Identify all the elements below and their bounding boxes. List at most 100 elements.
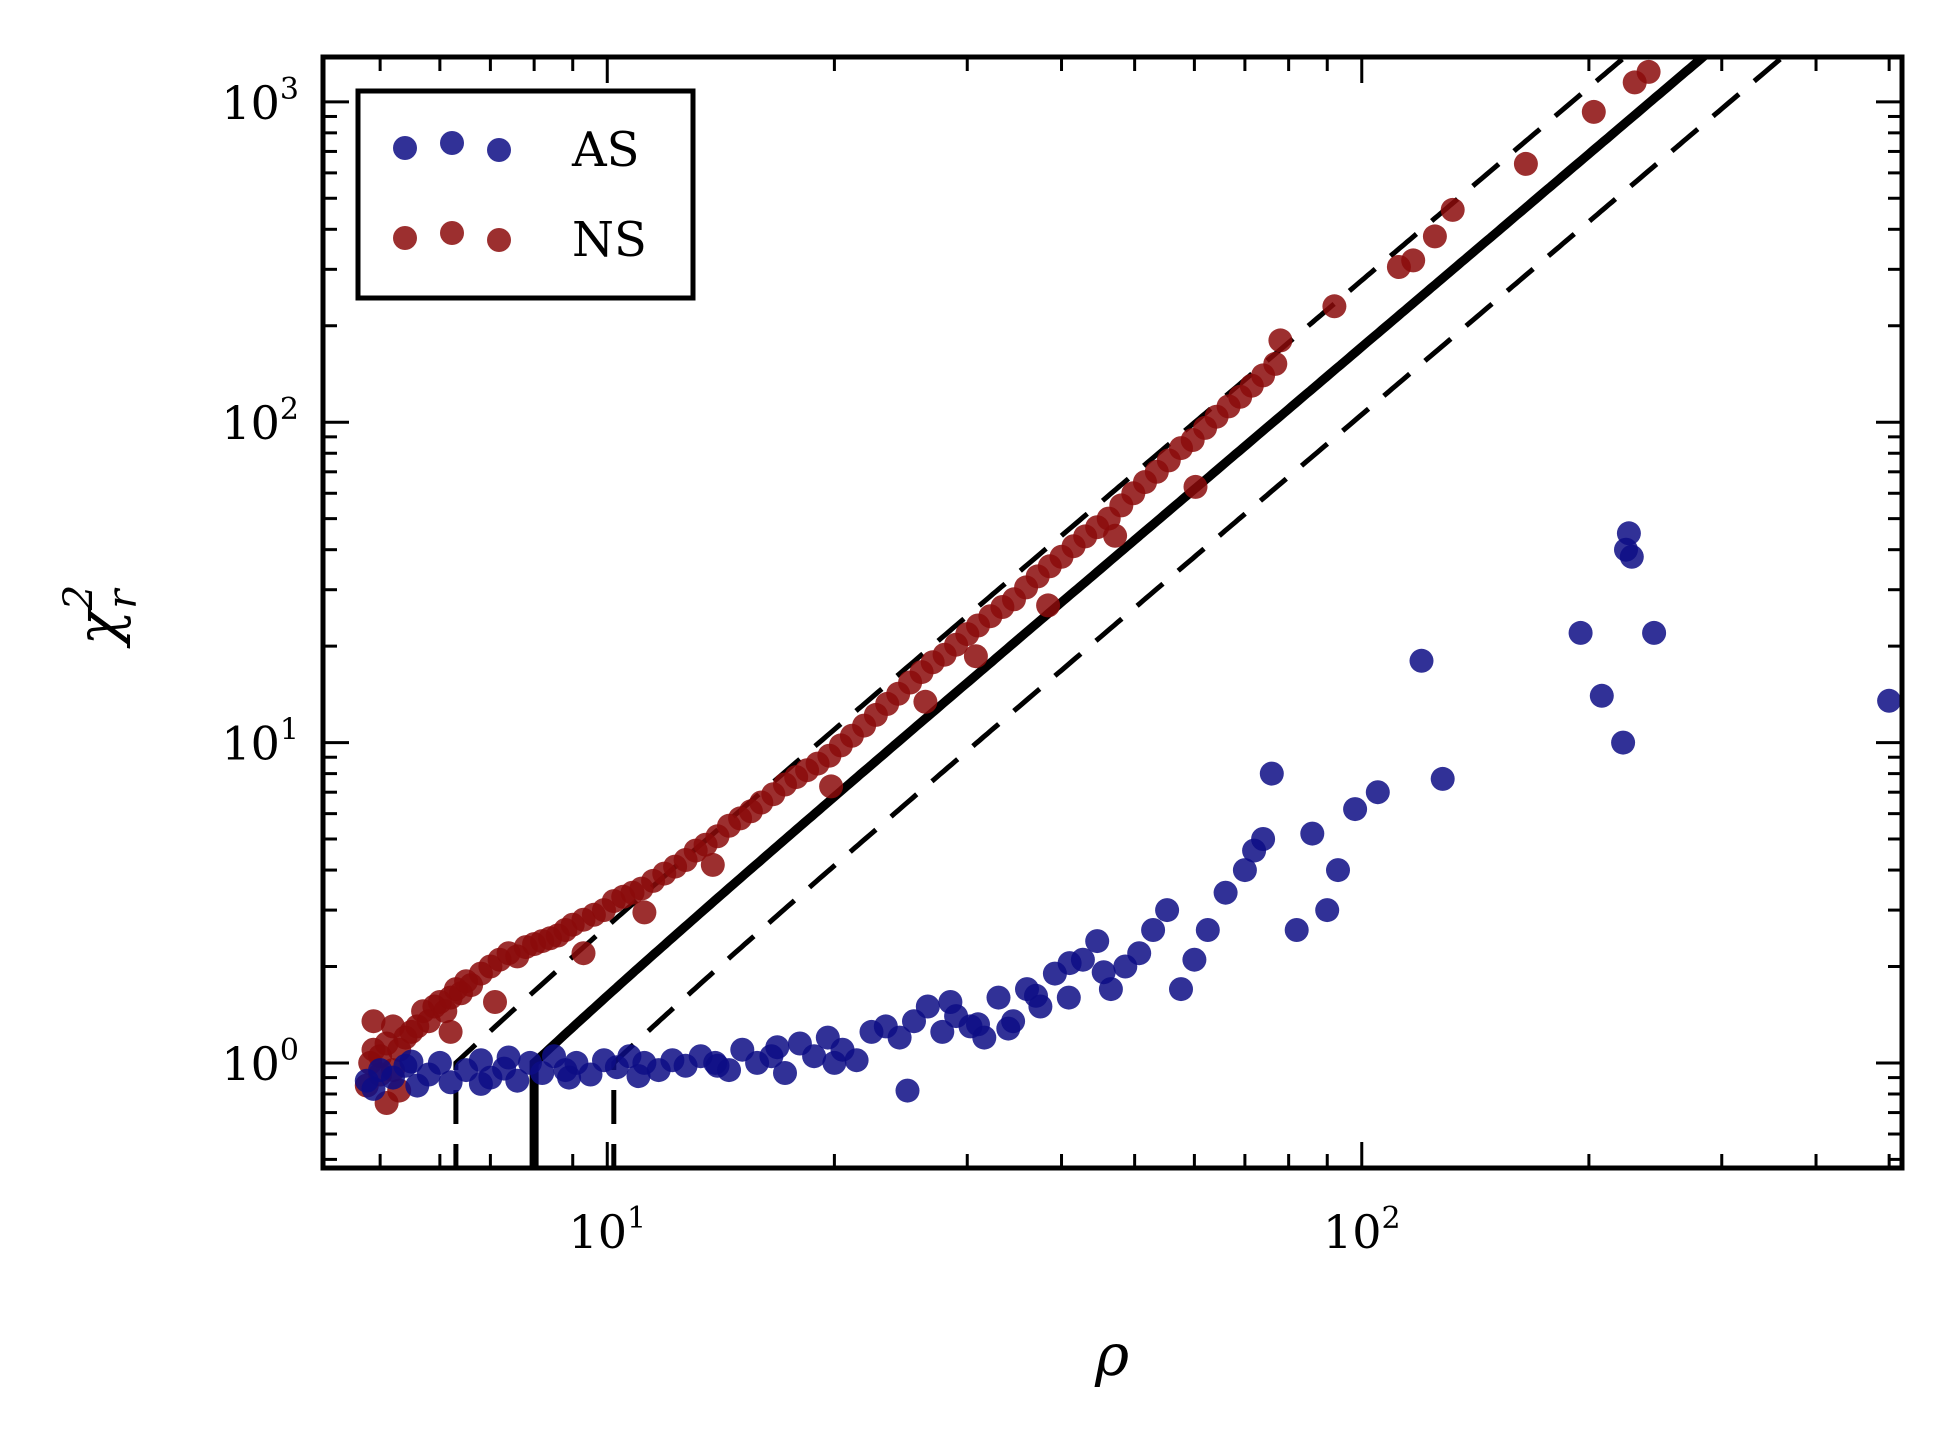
as-point-91: [765, 1035, 790, 1060]
as-point-86: [468, 1071, 493, 1096]
ns-point-103: [1513, 151, 1538, 176]
ns-point-104: [1581, 99, 1606, 124]
as-point-34: [802, 1044, 827, 1069]
as-point-83: [1877, 688, 1902, 713]
as-point-62: [1195, 918, 1220, 942]
x-tick-label-0: 101: [568, 1201, 646, 1259]
legend-label-ns: NS: [572, 212, 647, 268]
ns-point-101: [1422, 224, 1447, 249]
as-point-75: [1430, 766, 1455, 791]
y-tick-label-2: 102: [221, 392, 299, 450]
ns-point-107: [361, 1009, 386, 1034]
y-tick-label-0: 100: [221, 1033, 299, 1091]
y-axis-label-superscript: 2: [56, 585, 102, 611]
as-point-12: [505, 1068, 530, 1093]
as-point-78: [1611, 730, 1636, 755]
as-point-60: [1169, 977, 1193, 1002]
as-point-84: [361, 1076, 386, 1101]
y-axis-label-base: χ: [64, 607, 132, 649]
as-point-37: [844, 1048, 869, 1073]
ns-point-113: [700, 852, 725, 877]
ns-point-112: [632, 900, 657, 925]
as-point-88: [557, 1065, 582, 1090]
series-as: [354, 521, 1902, 1103]
legend: AS NS: [355, 88, 696, 301]
as-point-66: [1251, 827, 1276, 851]
ns-point-109: [438, 1019, 463, 1044]
as-point-72: [1343, 797, 1368, 822]
as-point-96: [996, 1016, 1021, 1041]
as-point-97: [1024, 983, 1048, 1008]
svg-text:χ2r: χ2r: [56, 585, 146, 650]
as-point-87: [496, 1045, 521, 1070]
as-point-99: [1091, 960, 1116, 985]
as-point-57: [1127, 941, 1152, 966]
y-axis-label: χ2r: [56, 585, 146, 650]
as-point-70: [1315, 898, 1340, 923]
as-point-58: [1141, 918, 1166, 942]
legend-label-as: AS: [571, 122, 640, 178]
as-point-59: [1155, 898, 1180, 923]
as-point-90: [705, 1053, 730, 1078]
y-axis-label-subscript: r: [100, 587, 146, 609]
as-point-42: [915, 994, 940, 1019]
as-point-74: [1409, 648, 1434, 673]
legend-dot-ns-0: [393, 226, 417, 250]
as-point-52: [1056, 985, 1081, 1010]
as-point-69: [1300, 821, 1325, 846]
as-point-98: [1057, 951, 1082, 976]
as-point-54: [1085, 929, 1110, 954]
legend-dot-ns-1: [440, 221, 464, 245]
legend-marker-ns: [393, 221, 511, 252]
as-point-43: [930, 1019, 955, 1044]
ns-point-117: [1036, 593, 1061, 618]
legend-dot-as-2: [487, 138, 511, 162]
ns-point-96: [1263, 351, 1288, 376]
as-point-40: [887, 1025, 912, 1050]
as-point-82: [1642, 620, 1667, 645]
as-point-47: [986, 985, 1011, 1010]
as-point-85: [399, 1049, 424, 1074]
as-point-80: [1619, 544, 1644, 569]
legend-dot-ns-2: [487, 228, 511, 252]
ns-point-98: [1322, 294, 1347, 319]
as-point-73: [1365, 780, 1390, 805]
plot-frame: [320, 54, 1905, 1171]
y-tick-label-3: 103: [221, 72, 299, 130]
as-point-77: [1589, 683, 1614, 708]
ns-point-114: [819, 774, 844, 799]
as-point-93: [895, 1078, 920, 1103]
as-point-94: [938, 990, 963, 1014]
ns-point-102: [1440, 197, 1465, 222]
ns-point-110: [483, 990, 507, 1014]
legend-dot-as-1: [440, 131, 464, 155]
legend-box: [355, 88, 696, 301]
as-point-67: [1259, 761, 1284, 786]
x-axis-label: ρ: [1094, 1321, 1129, 1389]
as-point-81: [1616, 521, 1641, 546]
y-tick-label-1: 101: [221, 713, 299, 771]
series-ns: [354, 59, 1661, 1115]
line-expected: [529, 57, 1711, 1168]
legend-marker-as: [393, 131, 511, 162]
legend-dot-as-0: [393, 136, 417, 160]
as-point-89: [626, 1064, 651, 1089]
ns-point-115: [913, 689, 938, 714]
as-point-64: [1232, 858, 1257, 883]
ns-point-119: [1183, 474, 1208, 499]
ns-point-118: [1103, 523, 1128, 548]
as-point-95: [966, 1012, 990, 1037]
line-lower-bound: [611, 57, 1787, 1168]
scatter-points: [354, 59, 1902, 1115]
ns-point-111: [571, 941, 596, 966]
as-point-71: [1326, 858, 1350, 883]
as-point-76: [1568, 620, 1593, 645]
as-point-92: [822, 1050, 847, 1075]
tick-labels: 101 102 100 101 102 103: [221, 72, 1400, 1259]
ns-point-100: [1401, 248, 1426, 273]
as-point-61: [1182, 947, 1207, 972]
as-point-6: [427, 1050, 452, 1075]
ns-point-97: [1268, 328, 1293, 353]
as-point-63: [1213, 880, 1238, 905]
